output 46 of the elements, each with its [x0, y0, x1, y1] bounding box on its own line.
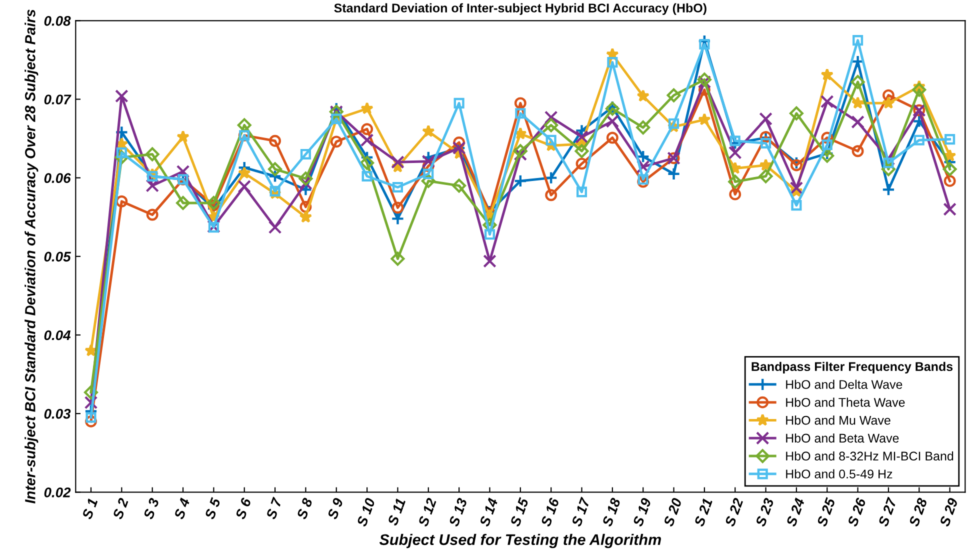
legend-label: HbO and Mu Wave: [786, 416, 890, 425]
x-tick-label: S 14: [479, 497, 498, 528]
x-tick-label: S 16: [540, 497, 560, 528]
x-tick-label: S 20: [663, 497, 682, 528]
x-tick-label: S 9: [327, 497, 344, 520]
x-tick-label: S 6: [235, 497, 252, 520]
x-tick-label: S 8: [296, 497, 313, 520]
x-tick-label: S 5: [204, 496, 221, 520]
legend-label: HbO and Beta Wave: [786, 433, 899, 443]
y-tick-label: 0.05: [44, 252, 71, 262]
x-tick-label: S 10: [356, 497, 376, 528]
legend-label: HbO and 0.5-49 Hz: [786, 469, 892, 478]
x-tick-label: S 29: [939, 497, 958, 528]
x-tick-label: S 21: [694, 498, 713, 528]
y-tick-label: 0.07: [44, 94, 72, 104]
x-tick-label: S 24: [786, 497, 805, 528]
x-tick-label: S 13: [448, 497, 468, 528]
x-tick-label: S 28: [908, 497, 928, 528]
x-axis-title: Subject Used for Testing the Algorithm: [379, 534, 661, 548]
y-tick-label: 0.06: [44, 173, 71, 183]
x-tick-label: S 26: [847, 497, 866, 528]
y-tick-label: 0.08: [44, 16, 71, 26]
legend-label: HbO and 8-32Hz MI-BCI Band: [786, 451, 954, 461]
x-tick-label: S 25: [816, 496, 836, 528]
legend-label: HbO and Delta Wave: [786, 380, 902, 389]
x-tick-label: S 12: [418, 497, 437, 528]
x-tick-label: S 3: [143, 497, 160, 520]
x-tick-label: S 15: [510, 496, 529, 528]
x-tick-label: S 17: [571, 496, 590, 528]
x-tick-label: S 1: [82, 498, 98, 520]
x-tick-label: S 27: [878, 496, 898, 528]
x-tick-label: S 19: [632, 497, 652, 528]
legend-label: HbO and Theta Wave: [786, 398, 905, 407]
x-tick-label: S 7: [266, 496, 282, 520]
legend-title: Bandpass Filter Frequency Bands: [752, 362, 953, 374]
y-axis-title: Inter-subject BCI Standard Deviation of Accuracy Over 28 Subject Pairs: [24, 10, 38, 504]
x-tick-label: S 22: [724, 497, 744, 528]
y-tick-label: 0.03: [44, 408, 71, 419]
chart-title: Standard Deviation of Inter-subject Hybrid BCI Accuracy (HbO): [334, 3, 706, 15]
x-tick-label: S 2: [112, 497, 129, 520]
y-tick-label: 0.02: [44, 487, 71, 498]
x-tick-label: S 23: [755, 497, 774, 528]
y-tick-label: 0.04: [44, 330, 71, 340]
x-tick-label: S 18: [602, 497, 621, 528]
x-tick-label: S 4: [174, 497, 190, 520]
x-tick-label: S 11: [387, 498, 406, 526]
